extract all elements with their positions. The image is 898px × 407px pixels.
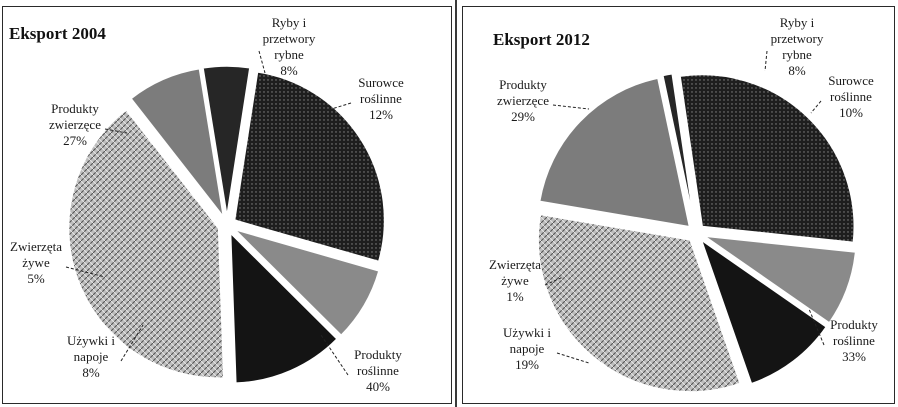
slice-label-stimulants: Używki i napoje 8% bbox=[67, 333, 115, 380]
slice-labels: Ryby i przetwory rybne 8%Surowce roślinne 12%… bbox=[10, 15, 404, 394]
slice-value-label: 8% bbox=[788, 63, 806, 78]
pie-slice-fish bbox=[234, 228, 380, 337]
slice-name-line: napoje bbox=[510, 341, 545, 356]
leader-lines bbox=[65, 50, 352, 376]
leader-line bbox=[764, 50, 768, 72]
slice-name-line: napoje bbox=[74, 349, 109, 364]
slice-value-label: 40% bbox=[366, 379, 390, 394]
pie-slice-animal-products bbox=[233, 71, 386, 263]
slice-name-line: Surowce bbox=[828, 73, 874, 88]
slice-label-plant-raw: Surowce roślinne 10% bbox=[828, 73, 874, 120]
pie-slice-live-animals bbox=[202, 65, 251, 217]
leader-lines bbox=[544, 50, 825, 364]
panel-separator bbox=[455, 0, 457, 407]
slice-name-line: Używki i bbox=[503, 325, 551, 340]
slice-value-label: 27% bbox=[63, 133, 87, 148]
leader-line bbox=[556, 352, 590, 364]
slice-name-line: rybne bbox=[782, 47, 812, 62]
slice-name-line: zwierzęce bbox=[49, 117, 101, 132]
slice-labels: Ryby i przetwory rybne 8%Surowce roślinne 10%… bbox=[489, 15, 878, 372]
leader-line bbox=[104, 128, 128, 134]
slice-name-line: Surowce bbox=[358, 75, 404, 90]
pie-chart-2004: Eksport 2004 Ryby i przetwory rybne 8%Surow… bbox=[9, 15, 404, 394]
pie-slice-animal-products bbox=[679, 73, 855, 244]
leader-line bbox=[65, 266, 106, 278]
pie-slice-stimulants bbox=[538, 77, 691, 228]
slice-label-fish: Ryby i przetwory rybne 8% bbox=[771, 15, 824, 78]
slice-name-line: Używki i bbox=[67, 333, 115, 348]
slice-value-label: 29% bbox=[511, 109, 535, 124]
slice-name-line: roślinne bbox=[360, 91, 402, 106]
leader-line bbox=[808, 308, 825, 346]
pie-slice-plant-raw bbox=[699, 238, 828, 385]
slice-value-label: 8% bbox=[280, 63, 298, 78]
slice-name-line: Produkty bbox=[499, 77, 547, 92]
pie-slice-plant-raw bbox=[229, 231, 339, 384]
slice-value-label: 8% bbox=[82, 365, 100, 380]
slice-value-label: 5% bbox=[27, 271, 45, 286]
slice-name-line: roślinne bbox=[833, 333, 875, 348]
pie-slice-fish bbox=[704, 235, 857, 324]
slice-label-live-animals: Zwierzęta żywe 1% bbox=[489, 257, 541, 304]
leader-line bbox=[324, 102, 352, 112]
pie-slice-plant-products bbox=[537, 213, 742, 393]
slice-name-line: Produkty bbox=[354, 347, 402, 362]
pie-slice-plant-products bbox=[67, 108, 225, 379]
pie-slices bbox=[67, 65, 386, 384]
slice-label-stimulants: Używki i napoje 19% bbox=[503, 325, 551, 372]
chart-title: Eksport 2004 bbox=[9, 24, 106, 43]
slice-name-line: roślinne bbox=[357, 363, 399, 378]
slice-name-line: zwierzęce bbox=[497, 93, 549, 108]
slice-label-fish: Ryby i przetwory rybne 8% bbox=[263, 15, 316, 78]
leader-line bbox=[544, 276, 564, 286]
slice-value-label: 19% bbox=[515, 357, 539, 372]
leader-line bbox=[810, 100, 822, 114]
chart-title: Eksport 2012 bbox=[493, 30, 590, 49]
leader-line bbox=[320, 334, 349, 376]
chart-panel-2012: Eksport 2012 Ryby i przetwory rybne 8% Surow… bbox=[462, 6, 895, 404]
slice-value-label: 1% bbox=[506, 289, 524, 304]
slice-name-line: rybne bbox=[274, 47, 304, 62]
leader-line bbox=[120, 324, 144, 362]
slice-name-line: Produkty bbox=[51, 101, 99, 116]
slice-name-line: żywe bbox=[501, 273, 529, 288]
pie-chart-2012: Eksport 2012 Ryby i przetwory rybne 8%Surow… bbox=[489, 15, 878, 393]
slice-name-line: Ryby i bbox=[780, 15, 815, 30]
slice-name-line: przetwory bbox=[263, 31, 316, 46]
slice-label-plant-products: Produkty roślinne 33% bbox=[830, 317, 878, 364]
slice-value-label: 33% bbox=[842, 349, 866, 364]
pie-slice-live-animals bbox=[661, 72, 696, 225]
slice-label-animal-products: Produkty zwierzęce 29% bbox=[497, 77, 549, 124]
leader-line bbox=[552, 104, 590, 110]
slice-name-line: przetwory bbox=[771, 31, 824, 46]
pie-slice-stimulants bbox=[129, 67, 225, 218]
slice-value-label: 10% bbox=[839, 105, 863, 120]
slice-name-line: Ryby i bbox=[272, 15, 307, 30]
slice-label-plant-products: Produkty roślinne 40% bbox=[354, 347, 402, 394]
slice-name-line: roślinne bbox=[830, 89, 872, 104]
slice-label-animal-products: Produkty zwierzęce 27% bbox=[49, 101, 101, 148]
slice-name-line: Zwierzęta bbox=[10, 239, 62, 254]
pie-slices bbox=[537, 72, 857, 393]
slice-label-plant-raw: Surowce roślinne 12% bbox=[358, 75, 404, 122]
leader-line bbox=[258, 50, 266, 74]
chart-panel-2004: Eksport 2004 Ryby i przetwory rybne 8% Surow… bbox=[2, 6, 452, 404]
slice-name-line: żywe bbox=[22, 255, 50, 270]
slice-name-line: Produkty bbox=[830, 317, 878, 332]
slice-value-label: 12% bbox=[369, 107, 393, 122]
slice-name-line: Zwierzęta bbox=[489, 257, 541, 272]
slice-label-live-animals: Zwierzęta żywe 5% bbox=[10, 239, 62, 286]
